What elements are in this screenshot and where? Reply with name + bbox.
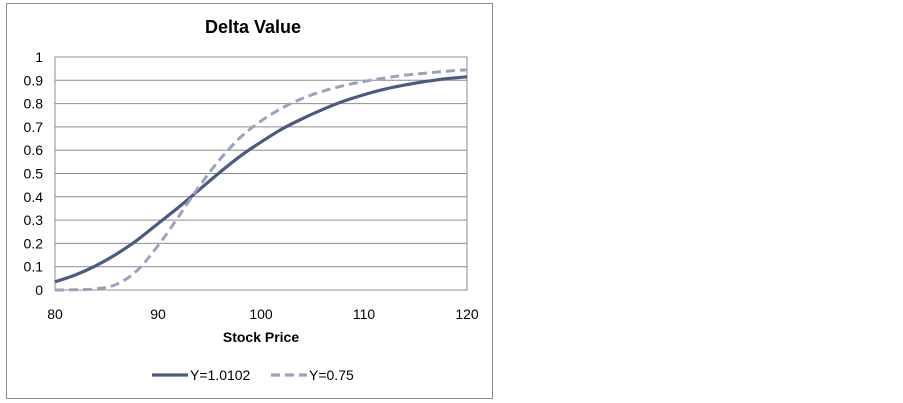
y-tick-label: 0.2 bbox=[24, 235, 44, 251]
legend: Y=1.0102 Y=0.75 bbox=[152, 367, 354, 383]
series-lines bbox=[54, 68, 468, 292]
x-tick-label: 80 bbox=[47, 306, 63, 322]
legend-label-2: Y=0.75 bbox=[309, 367, 354, 383]
x-tick-label: 120 bbox=[455, 306, 479, 322]
legend-label-1: Y=1.0102 bbox=[190, 367, 251, 383]
x-axis-label: Stock Price bbox=[223, 329, 299, 345]
y-axis-ticks: 0 0.1 0.2 0.3 0.4 0.5 0.6 0.7 0.8 0.9 1 bbox=[24, 49, 44, 298]
y-tick-label: 0 bbox=[35, 282, 43, 298]
y-tick-label: 1 bbox=[35, 49, 43, 65]
x-axis-ticks: 80 90 100 110 120 bbox=[47, 306, 479, 322]
y-tick-label: 0.1 bbox=[24, 259, 44, 275]
delta-value-chart: Delta Value 0 0.1 0.2 0.3 0.4 0.5 0.6 0.7 0.8 0.9… bbox=[24, 17, 479, 383]
chart-title: Delta Value bbox=[205, 17, 301, 37]
y-tick-label: 0.8 bbox=[24, 96, 44, 112]
plot-area bbox=[54, 56, 468, 291]
y-tick-label: 0.9 bbox=[24, 72, 44, 88]
y-tick-label: 0.7 bbox=[24, 119, 44, 135]
x-tick-label: 100 bbox=[249, 306, 273, 322]
series-line-1 bbox=[54, 75, 468, 284]
y-tick-label: 0.4 bbox=[24, 189, 44, 205]
y-tick-label: 0.5 bbox=[24, 166, 44, 182]
x-tick-label: 110 bbox=[353, 306, 376, 322]
series-line-2 bbox=[54, 68, 468, 292]
y-tick-label: 0.3 bbox=[24, 212, 44, 228]
y-tick-label: 0.6 bbox=[24, 142, 44, 158]
x-tick-label: 90 bbox=[150, 306, 166, 322]
chart-frame: Delta Value 0 0.1 0.2 0.3 0.4 0.5 0.6 0.7 0.8 0.9… bbox=[6, 3, 493, 399]
